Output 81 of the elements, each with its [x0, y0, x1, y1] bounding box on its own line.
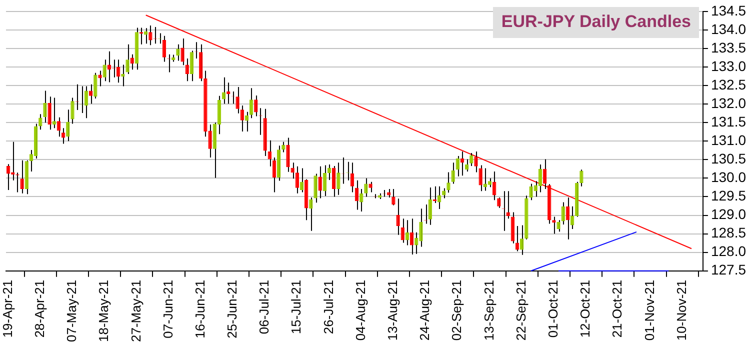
y-tick-label: 128.5 — [710, 224, 746, 241]
x-tick-label: 19-Apr-21 — [0, 280, 15, 338]
candlestick — [538, 164, 542, 193]
candlestick — [148, 24, 152, 46]
x-tick-label: 13-Sep-21 — [481, 280, 496, 341]
candlestick — [52, 97, 56, 129]
x-tick-label: 06-Jul-21 — [256, 280, 272, 334]
x-tick-label: 01-Nov-21 — [642, 280, 657, 341]
x-tick-label: 07-Jun-21 — [160, 280, 176, 338]
x-tick-label: 15-Jul-21 — [288, 280, 304, 334]
x-tick-label: 13-Aug-21 — [385, 280, 400, 341]
candlestick — [542, 158, 547, 190]
candlestick — [474, 151, 478, 173]
y-tick-label: 133.5 — [710, 39, 746, 56]
x-tick-label: 24-Aug-21 — [417, 280, 432, 341]
x-tick-label: 12-Oct-21 — [578, 280, 593, 338]
candlestick — [190, 50, 194, 82]
y-tick-label: 130.0 — [710, 169, 746, 186]
x-tick-label: 22-Sep-21 — [513, 280, 528, 341]
x-tick-label: 01-Oct-21 — [546, 280, 561, 338]
x-tick-label: 27-May-21 — [128, 280, 144, 342]
chart-title: EUR-JPY Daily Candles — [493, 7, 699, 38]
candlestick — [428, 186, 432, 226]
candlestick — [437, 186, 442, 210]
candlestick — [70, 97, 74, 124]
y-tick-label: 134.5 — [710, 2, 746, 18]
x-tick-label: 02-Sep-21 — [449, 280, 464, 341]
candlestick — [48, 96, 52, 130]
candlestick — [368, 181, 372, 193]
candlestick — [176, 44, 180, 62]
y-tick-label: 132.5 — [710, 76, 746, 92]
candlestick — [497, 196, 501, 208]
candlestick — [309, 196, 313, 232]
candlestick — [180, 38, 184, 66]
x-tick-label: 25-Jun-21 — [224, 280, 240, 338]
candlestick — [410, 218, 414, 256]
y-tick-label: 127.5 — [710, 262, 746, 278]
x-tick-label: 04-Aug-21 — [352, 280, 368, 341]
y-tick-label: 134.0 — [710, 20, 746, 37]
candlestick — [121, 64, 125, 87]
candlestick — [314, 173, 318, 204]
x-tick-label: 21-Oct-21 — [610, 280, 625, 338]
y-tick-label: 132.0 — [710, 94, 746, 111]
candlestick — [529, 183, 533, 201]
candlestick — [295, 166, 299, 194]
candlestick — [43, 90, 47, 124]
x-tick-label: 10-Nov-21 — [674, 280, 689, 341]
y-tick-label: 131.0 — [710, 132, 746, 148]
candlestick — [396, 198, 400, 236]
candlestick — [446, 172, 450, 194]
y-tick-label: 133.0 — [710, 58, 746, 74]
candlestick — [20, 160, 24, 194]
candlestick — [470, 152, 474, 166]
x-tick-label: 26-Jul-21 — [320, 280, 336, 334]
x-tick-label: 16-Jun-21 — [192, 280, 208, 338]
candlestick — [350, 162, 354, 193]
candlestick — [364, 178, 368, 198]
candlestick — [286, 137, 290, 172]
y-tick-label: 130.5 — [710, 150, 746, 167]
candlestick — [478, 164, 482, 192]
y-tick-label: 131.5 — [710, 113, 746, 130]
candlestick — [88, 84, 93, 104]
y-tick-label: 128.0 — [710, 243, 746, 260]
candlestick — [318, 166, 322, 199]
y-tick-label: 129.0 — [710, 206, 746, 222]
y-tick-label: 129.5 — [710, 188, 746, 204]
candlestick — [419, 208, 423, 248]
candlestick — [360, 188, 364, 212]
candlestick — [336, 162, 340, 196]
x-tick-label: 28-Apr-21 — [32, 280, 47, 338]
candlestick — [451, 162, 455, 184]
candlestick — [162, 35, 166, 62]
candlestick — [56, 116, 61, 138]
candlestick — [84, 86, 88, 119]
candlestick — [126, 44, 130, 75]
candlestick — [580, 169, 584, 187]
x-tick-label: 18-May-21 — [96, 280, 112, 342]
candlestick — [144, 28, 148, 44]
x-tick-label: 07-May-21 — [64, 280, 80, 342]
candlestick — [552, 216, 556, 234]
candlestick — [392, 188, 396, 206]
